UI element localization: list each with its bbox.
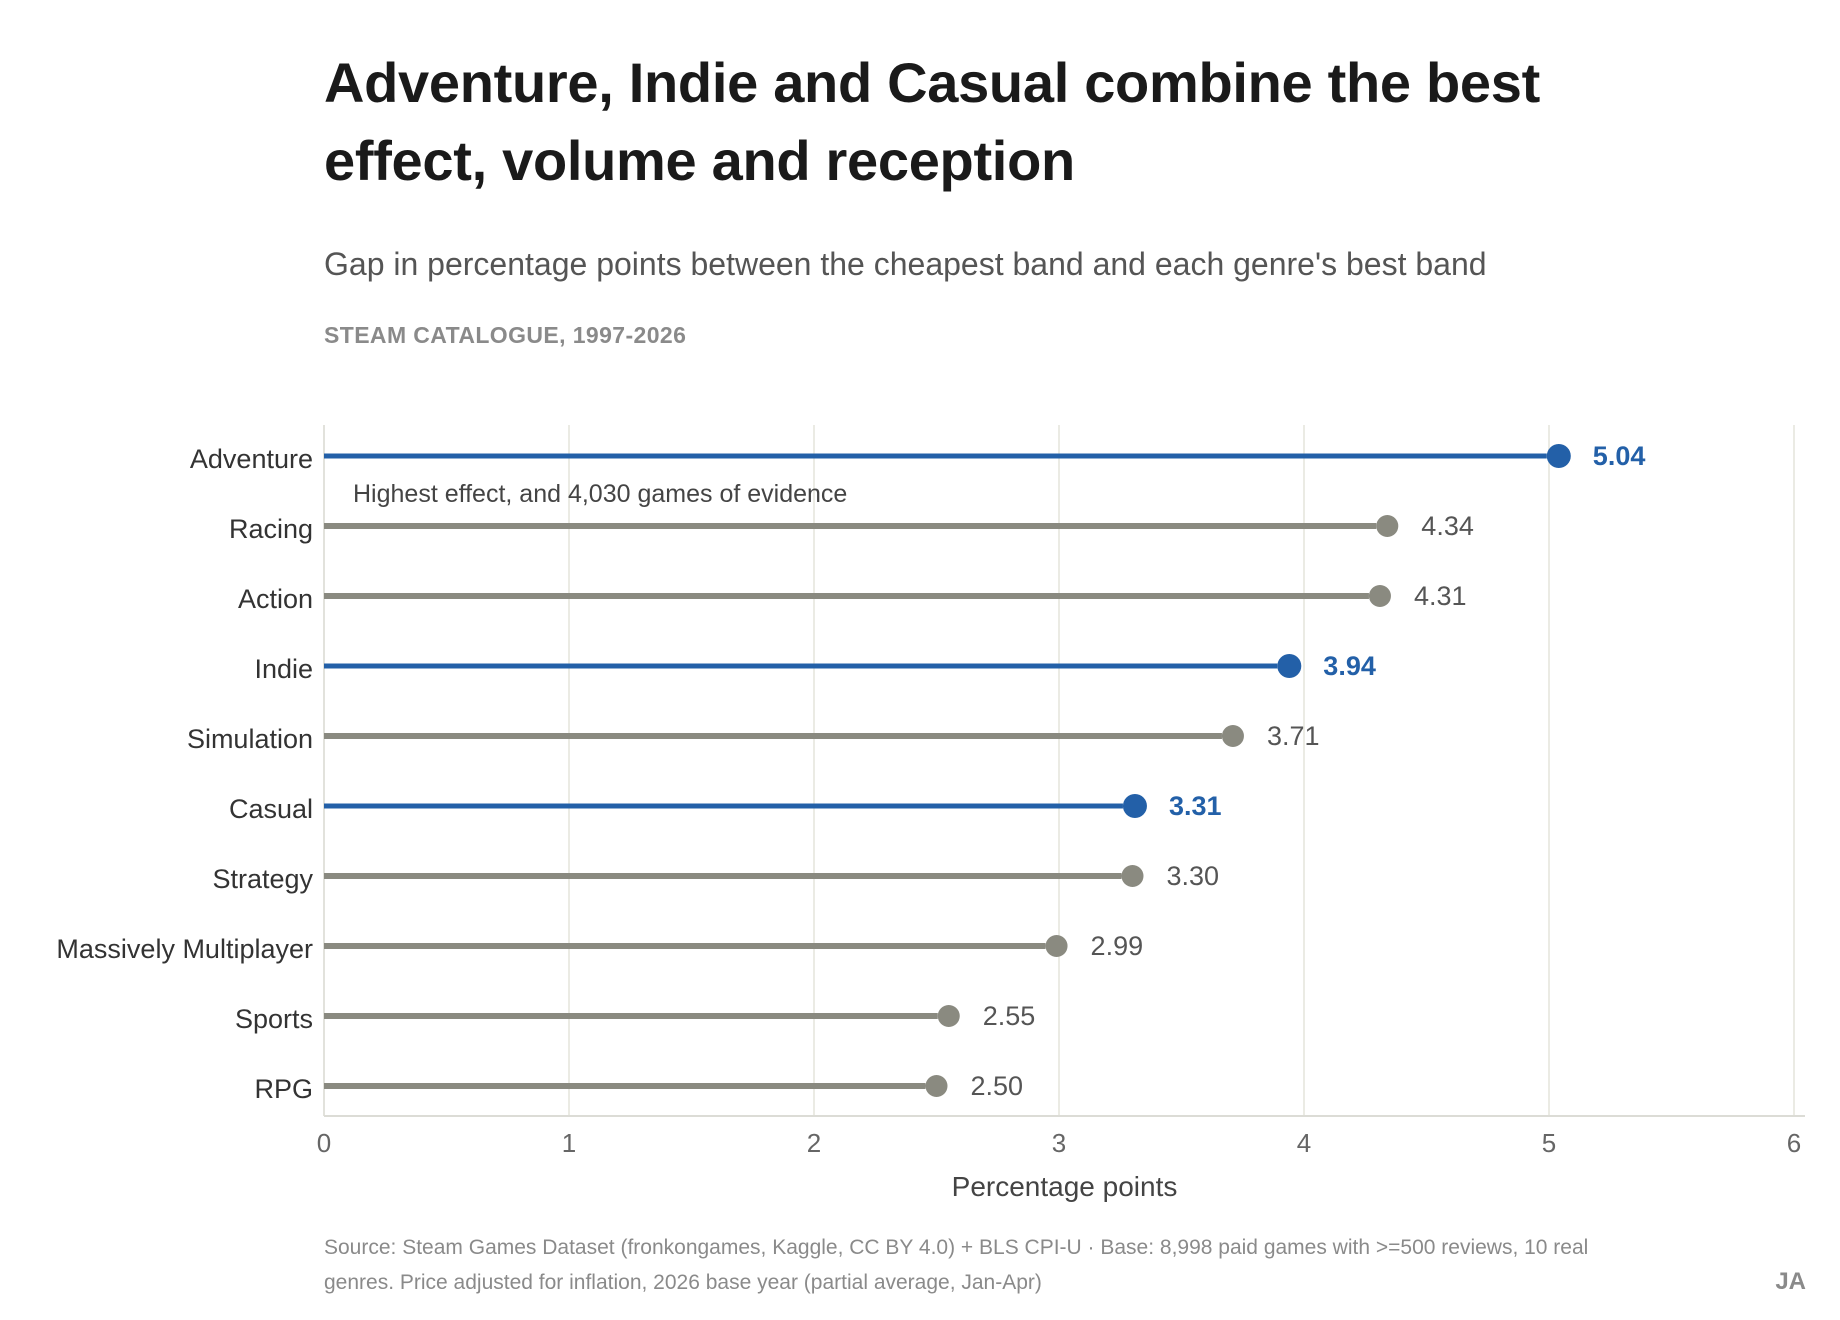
x-axis-title: Percentage points: [952, 1171, 1178, 1202]
x-tick-label: 5: [1542, 1128, 1556, 1158]
category-label-massively-multiplayer: Massively Multiplayer: [56, 934, 313, 964]
value-label-indie: 3.94: [1323, 651, 1376, 681]
x-tick-label: 6: [1787, 1128, 1801, 1158]
x-tick-label: 3: [1052, 1128, 1066, 1158]
value-label-sports: 2.55: [983, 1001, 1036, 1031]
dot-casual: [1122, 794, 1147, 818]
value-label-adventure: 5.04: [1593, 441, 1646, 471]
x-tick-label: 1: [562, 1128, 576, 1158]
dot-rpg: [925, 1075, 948, 1097]
value-label-simulation: 3.71: [1267, 721, 1320, 751]
x-tick-label: 0: [317, 1128, 331, 1158]
dot-simulation: [1221, 725, 1244, 747]
dot-indie: [1277, 654, 1302, 678]
value-label-rpg: 2.50: [971, 1071, 1024, 1101]
category-label-strategy: Strategy: [212, 864, 313, 894]
value-label-action: 4.31: [1414, 581, 1467, 611]
x-tick-label: 2: [807, 1128, 821, 1158]
data-marks: Adventure 5.04 Racing 4.34 Action 4.31 Indie 3.…: [56, 441, 1645, 1104]
category-label-racing: Racing: [229, 514, 313, 544]
category-label-action: Action: [238, 584, 313, 614]
dot-massively-multiplayer: [1045, 935, 1068, 957]
value-label-strategy: 3.30: [1167, 861, 1220, 891]
category-label-sports: Sports: [235, 1004, 313, 1034]
value-label-racing: 4.34: [1421, 511, 1474, 541]
chart-kicker: STEAM CATALOGUE, 1997-2026: [324, 322, 687, 348]
value-label-massively-multiplayer: 2.99: [1091, 931, 1144, 961]
category-label-rpg: RPG: [254, 1074, 313, 1104]
dot-racing: [1376, 515, 1399, 537]
category-label-simulation: Simulation: [187, 724, 313, 754]
x-tick-label: 4: [1297, 1128, 1311, 1158]
chart-subtitle: Gap in percentage points between the che…: [324, 246, 1487, 282]
chart-title: Adventure, Indie and Casual combine the …: [324, 51, 1540, 192]
source-note: Source: Steam Games Dataset (fronkongame…: [324, 1236, 1589, 1294]
grid-lines: [568, 425, 1795, 1116]
dot-adventure: [1546, 444, 1571, 468]
value-label-casual: 3.31: [1169, 791, 1222, 821]
category-label-adventure: Adventure: [190, 444, 313, 474]
category-label-casual: Casual: [229, 794, 313, 824]
dot-action: [1368, 585, 1391, 607]
x-axis: 0 1 2 3 4 5 6 Percentage points: [317, 425, 1805, 1202]
annotation: Highest effect, and 4,030 games of evide…: [353, 480, 847, 508]
author-signature: JA: [1775, 1268, 1806, 1295]
dot-sports: [937, 1005, 960, 1027]
dot-strategy: [1121, 865, 1144, 887]
category-label-indie: Indie: [254, 654, 313, 684]
